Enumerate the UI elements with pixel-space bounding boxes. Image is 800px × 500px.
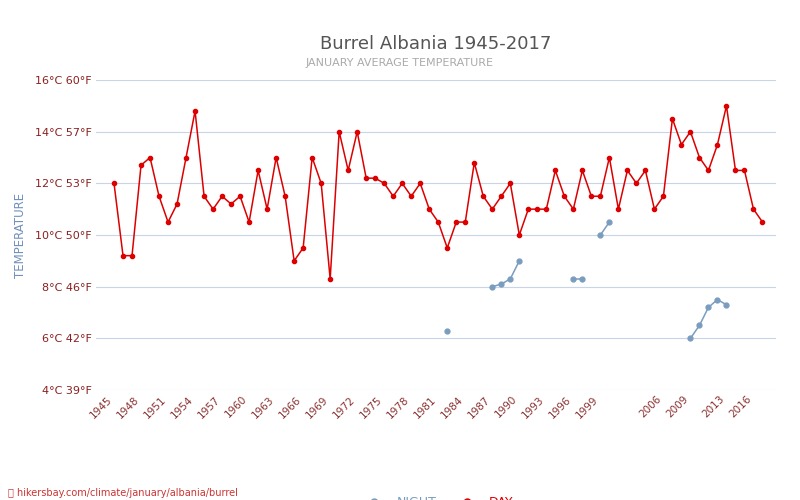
Text: JANUARY AVERAGE TEMPERATURE: JANUARY AVERAGE TEMPERATURE bbox=[306, 58, 494, 68]
Y-axis label: TEMPERATURE: TEMPERATURE bbox=[14, 192, 26, 278]
Title: Burrel Albania 1945-2017: Burrel Albania 1945-2017 bbox=[320, 36, 552, 54]
Legend: NIGHT, DAY: NIGHT, DAY bbox=[354, 491, 518, 500]
Text: 📍 hikersbay.com/climate/january/albania/burrel: 📍 hikersbay.com/climate/january/albania/… bbox=[8, 488, 238, 498]
